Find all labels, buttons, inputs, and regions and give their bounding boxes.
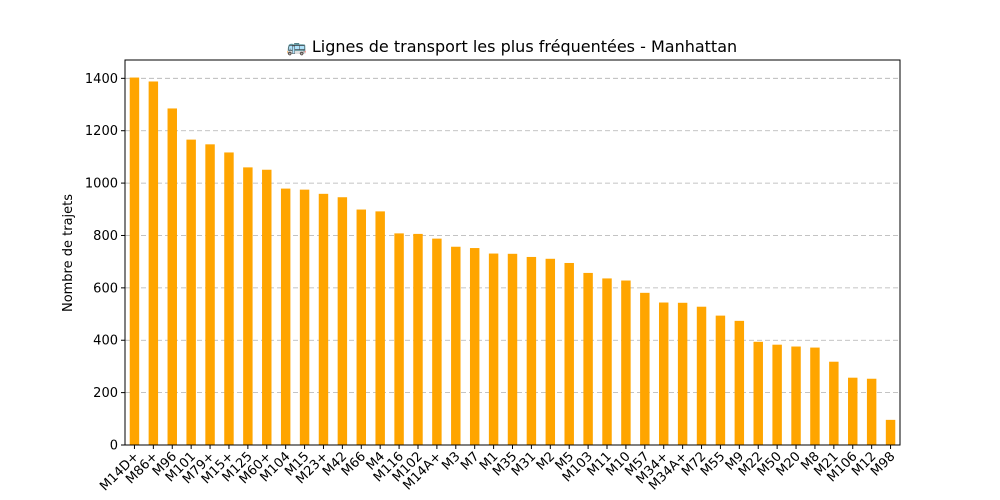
bar-m50 (772, 344, 782, 445)
bar-m15 (299, 189, 310, 445)
bar-m7 (469, 248, 480, 445)
y-tick-label: 1400 (85, 72, 118, 87)
bar-m125 (243, 167, 253, 445)
bar-m35 (507, 253, 518, 445)
bar-m66 (356, 209, 367, 445)
y-axis-label: Nombre de trajets (61, 194, 76, 312)
bar-m103 (583, 272, 593, 445)
bars (129, 77, 896, 446)
bar-m72 (696, 306, 707, 445)
bar-m60 (262, 169, 272, 445)
bar-m104 (280, 188, 291, 445)
bar-m15 (224, 152, 234, 445)
bar-m14d (129, 77, 140, 446)
bar-m101 (186, 139, 196, 445)
bar-m57 (640, 292, 650, 445)
bar-m14a (432, 238, 442, 445)
chart-title: 🚌 Lignes de transport les plus fréquenté… (287, 37, 737, 56)
bar-m12 (866, 378, 877, 445)
bar-m116 (394, 233, 404, 445)
y-tick-label: 800 (93, 229, 118, 244)
bar-m3 (451, 246, 461, 445)
bar-m34a (677, 302, 688, 445)
bar-m10 (621, 280, 631, 445)
y-tick-label: 1000 (85, 177, 118, 192)
bar-m96 (167, 108, 177, 445)
bar-m21 (829, 361, 839, 445)
y-tick-label: 600 (93, 281, 118, 296)
y-axis-ticks: 0 200 400 600 800 1000 1200 1400 (85, 72, 125, 454)
bar-m11 (602, 278, 612, 445)
x-axis-ticks: M14D+M86+M96M101M79+M15+M125M60+M104M15M… (97, 445, 898, 494)
y-tick-label: 200 (93, 386, 118, 401)
bar-m1 (488, 253, 499, 445)
bar-m9 (734, 320, 745, 445)
bar-m98 (885, 419, 896, 445)
bar-m55 (715, 315, 726, 445)
bar-m23 (318, 193, 329, 445)
bar-m34 (658, 302, 669, 445)
plot-frame (124, 59, 901, 446)
bar-m8 (810, 347, 820, 445)
bar-m2 (545, 258, 556, 445)
bar-m22 (753, 341, 763, 445)
bar-m4 (375, 211, 385, 445)
bar-m86 (148, 81, 159, 445)
y-tick-label: 0 (110, 439, 118, 454)
bar-m106 (848, 377, 858, 445)
bar-m5 (564, 262, 574, 445)
bar-m20 (791, 346, 801, 445)
y-tick-label: 400 (93, 334, 118, 349)
bar-m102 (413, 233, 423, 445)
bar-m79 (205, 144, 215, 446)
y-tick-label: 1200 (85, 124, 118, 139)
bar-m42 (337, 197, 348, 445)
bar-m31 (526, 256, 537, 445)
